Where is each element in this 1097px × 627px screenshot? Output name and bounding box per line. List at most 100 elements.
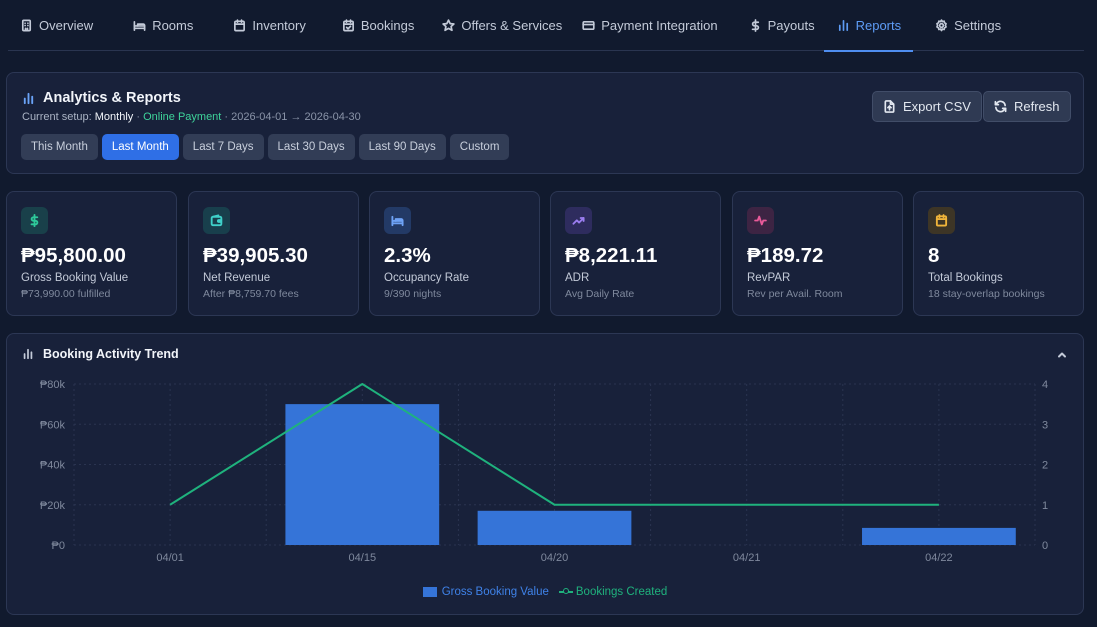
chart-title: Booking Activity Trend: [22, 347, 179, 361]
legend-item-gross[interactable]: Gross Booking Value: [422, 586, 549, 598]
setup-period: Monthly: [94, 111, 134, 123]
range-last-month[interactable]: Last Month: [101, 134, 179, 160]
calendar-check-icon: [342, 19, 354, 32]
kpi-icon-badge: [565, 207, 592, 234]
page-title: Analytics & Reports: [22, 90, 181, 106]
refresh-button[interactable]: Refresh: [983, 91, 1071, 122]
kpi-label: Gross Booking Value: [21, 272, 129, 284]
tab-bookings[interactable]: Bookings: [315, 0, 423, 51]
tab-label: Bookings: [360, 18, 415, 33]
page-title-text: Analytics & Reports: [43, 90, 181, 106]
legend-swatch-bar: [422, 587, 437, 597]
kpi-value: ₱39,905.30: [203, 244, 308, 267]
kpi-card-net-revenue: ₱39,905.30 Net Revenue After ₱8,759.70 fee…: [188, 191, 359, 316]
y-left-tick-label: ₱80k: [40, 379, 66, 391]
tab-label: Payouts: [767, 18, 815, 33]
y-left-tick-label: ₱0: [52, 540, 65, 552]
export-csv-button[interactable]: Export CSV: [872, 91, 982, 122]
bed-icon: [391, 215, 404, 227]
kpi-subtext: Rev per Avail. Room: [747, 288, 843, 300]
legend-label-bookings: Bookings Created: [575, 586, 668, 598]
chevron-up-icon: [1058, 352, 1066, 358]
bar-gross-booking-value: [862, 527, 1016, 545]
kpi-subtext: Avg Daily Rate: [565, 288, 635, 300]
kpi-label: Occupancy Rate: [384, 272, 470, 284]
pulse-icon: [754, 215, 767, 226]
kpi-subtext: ₱73,990.00 fulfilled: [21, 288, 111, 300]
legend-item-bookings[interactable]: Bookings Created: [558, 586, 668, 598]
tab-payment-integration[interactable]: Payment Integration: [571, 0, 726, 51]
tab-settings[interactable]: Settings: [913, 0, 1010, 51]
tab-label: Reports: [855, 18, 902, 33]
kpi-subtext: After ₱8,759.70 fees: [203, 288, 299, 300]
tab-label: Payment Integration: [601, 18, 718, 33]
y-right-tick-label: 0: [1042, 540, 1048, 552]
booking-activity-card: ₱0 ₱20k ₱40k ₱60k ₱80k 0 1 2 3 4 04/01 04/15 04/20 04…: [6, 333, 1084, 615]
file-export-icon: [884, 100, 895, 113]
dollar-icon: [751, 19, 759, 32]
bed-icon: [133, 20, 146, 31]
kpi-card-total-bookings: 8 Total Bookings 18 stay-overlap bookings: [913, 191, 1084, 316]
collapse-button[interactable]: [1055, 348, 1069, 362]
tab-label: Offers & Services: [461, 18, 563, 33]
bar-chart-icon: [838, 20, 848, 31]
tab-label: Overview: [39, 18, 94, 33]
kpi-label: Total Bookings: [928, 272, 1003, 284]
kpi-card-adr: ₱8,221.11 ADR Avg Daily Rate: [550, 191, 721, 316]
analytics-header-card: Analytics & Reports Current setup: Month…: [6, 72, 1084, 174]
bar-chart-icon: [23, 348, 33, 360]
building-icon: [21, 19, 32, 32]
y-left-tick-label: ₱20k: [40, 500, 66, 512]
kpi-value: ₱8,221.11: [565, 244, 658, 267]
y-left-tick-label: ₱60k: [40, 419, 66, 431]
tab-label: Inventory: [252, 18, 306, 33]
kpi-subtext: 9/390 nights: [384, 288, 442, 300]
tab-reports[interactable]: Reports: [823, 0, 914, 52]
range-custom[interactable]: Custom: [449, 134, 510, 160]
gear-icon: [936, 19, 948, 32]
kpi-value: ₱189.72: [747, 244, 824, 267]
tab-overview[interactable]: Overview: [8, 0, 102, 51]
booking-activity-chart: ₱0 ₱20k ₱40k ₱60k ₱80k 0 1 2 3 4 04/01 04/15 04/20 04…: [40, 379, 1048, 564]
kpi-icon-badge: [21, 207, 48, 234]
current-setup: Current setup: Monthly · Online Payment …: [22, 111, 361, 123]
y-right-tick-label: 1: [1042, 500, 1048, 512]
tab-payouts[interactable]: Payouts: [727, 0, 824, 51]
setup-payment: Online Payment: [143, 111, 222, 123]
y-right-tick-label: 2: [1042, 460, 1048, 472]
kpi-card-occupancy-rate: 2.3% Occupancy Rate 9/390 nights: [369, 191, 540, 316]
x-tick-label: 04/20: [541, 552, 569, 564]
kpi-icon-badge: [384, 207, 411, 234]
export-csv-label: Export CSV: [903, 99, 971, 114]
x-tick-label: 04/22: [925, 552, 953, 564]
x-tick-label: 04/01: [156, 552, 184, 564]
range-last-7-days[interactable]: Last 7 Days: [182, 134, 264, 160]
range-last-90-days[interactable]: Last 90 Days: [358, 134, 446, 160]
refresh-label: Refresh: [1014, 99, 1060, 114]
x-tick-label: 04/21: [733, 552, 761, 564]
bar-chart-icon: [23, 92, 34, 104]
kpi-label: RevPAR: [747, 272, 791, 284]
refresh-icon: [994, 100, 1007, 113]
chart-title-text: Booking Activity Trend: [43, 347, 179, 361]
star-icon: [442, 19, 456, 32]
y-right-tick-label: 3: [1042, 419, 1048, 431]
setup-prefix: Current setup:: [22, 111, 92, 123]
tab-offers-services[interactable]: Offers & Services: [423, 0, 571, 51]
kpi-card-revpar: ₱189.72 RevPAR Rev per Avail. Room: [732, 191, 903, 316]
kpi-value: ₱95,800.00: [21, 244, 126, 267]
range-last-30-days[interactable]: Last 30 Days: [267, 134, 355, 160]
kpi-value: 2.3%: [384, 244, 431, 267]
chart-legend: Gross Booking Value Bookings Created: [7, 586, 1083, 598]
tab-inventory[interactable]: Inventory: [202, 0, 314, 51]
bar-gross-booking-value: [285, 404, 440, 545]
kpi-icon-badge: [203, 207, 230, 234]
y-left-tick-label: ₱40k: [40, 460, 66, 472]
setup-separator: ·: [136, 111, 141, 123]
range-this-month[interactable]: This Month: [21, 134, 98, 160]
legend-swatch-line: [558, 587, 573, 597]
calendar-icon: [935, 214, 948, 227]
kpi-value: 8: [928, 244, 940, 267]
tab-rooms[interactable]: Rooms: [102, 0, 202, 51]
dollar-icon: [30, 214, 39, 227]
